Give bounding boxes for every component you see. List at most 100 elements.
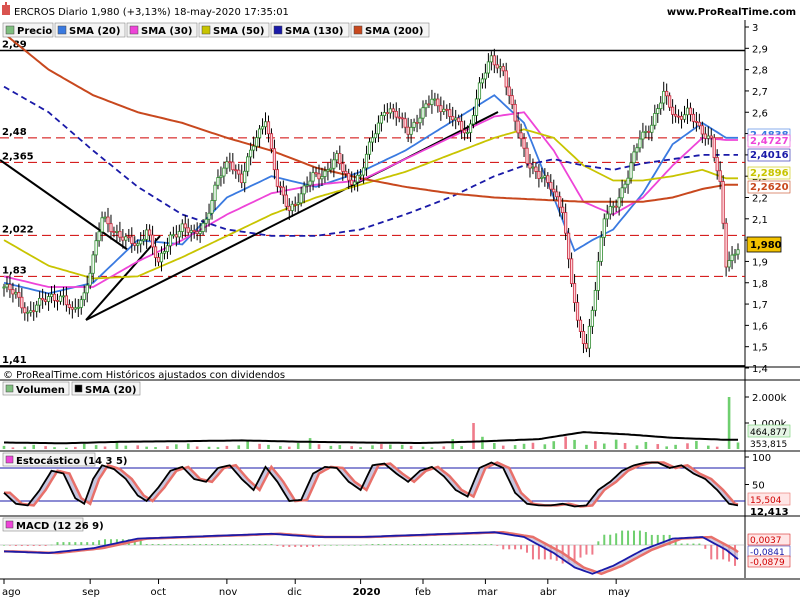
legend-item[interactable]	[126, 22, 198, 38]
candle-body	[281, 186, 285, 196]
volume-bar	[522, 443, 526, 449]
legend-item[interactable]	[198, 22, 270, 38]
volume-bar	[154, 447, 157, 449]
volume-bar	[665, 446, 668, 449]
candle-body	[11, 289, 15, 295]
macd-hist-bar	[430, 544, 433, 545]
candle-body	[403, 118, 407, 128]
macd-hist-bar	[377, 544, 380, 545]
stoch-legend-item[interactable]	[2, 452, 96, 467]
macd-hist-bar	[502, 545, 505, 550]
macd-hist-bar	[567, 545, 570, 564]
date-axis: ago sep oct nov dic 2020 feb mar abr may	[2, 579, 630, 598]
candle-body	[721, 181, 725, 224]
candle-body	[73, 307, 77, 310]
volume-bar	[44, 446, 47, 449]
macd-hist-bar	[728, 545, 731, 562]
stoch-d-box	[747, 492, 791, 506]
candle-body	[260, 126, 265, 130]
stoch-tick-label: 100	[752, 453, 771, 464]
candle-body	[338, 153, 342, 165]
volume-legend-item[interactable]	[2, 381, 70, 396]
trendline-up-short[interactable]	[85, 235, 161, 321]
trendline-down[interactable]	[0, 159, 129, 251]
header: ERCROS Diario 1,980 (+3,13%) 18-may-2020…	[2, 2, 796, 18]
candle-body	[608, 206, 612, 215]
macd-legend-item[interactable]	[2, 517, 84, 532]
macd-hist-bar	[80, 542, 83, 545]
candle-body	[171, 234, 175, 237]
candle-body	[572, 283, 577, 303]
candle-body	[519, 132, 523, 140]
candle-body	[168, 234, 173, 247]
macd-hist-bar	[419, 544, 422, 545]
volume-bar	[614, 439, 618, 449]
legend-item[interactable]	[54, 22, 126, 38]
macd-hist-bar	[395, 544, 398, 545]
macd-hist-bar	[603, 534, 606, 545]
y-tick-label: 2,2	[752, 194, 768, 205]
stoch-tick-label: 50	[752, 481, 765, 492]
candle-body	[329, 167, 333, 171]
volume-sma-legend-item[interactable]	[71, 381, 141, 396]
volume-bar	[246, 440, 249, 449]
candle-body	[180, 223, 184, 232]
candle-body	[335, 153, 339, 161]
legend-item[interactable]	[350, 22, 430, 38]
candle-body	[501, 66, 505, 72]
macd-hist-bar	[597, 541, 600, 545]
candle-body	[534, 166, 538, 172]
macd-hist-bar	[543, 545, 546, 560]
volume-bar	[53, 447, 56, 449]
legend-item[interactable]	[270, 22, 350, 38]
legend-swatch	[57, 25, 67, 35]
candle-body	[474, 98, 479, 116]
copyright: © ProRealTime.com Históricos ajustados c…	[3, 369, 285, 381]
candle-body	[424, 103, 428, 109]
macd-hist-bar	[145, 544, 148, 545]
volume-bar	[82, 443, 86, 449]
candle-body	[88, 272, 92, 286]
macd-hist-bar	[680, 543, 683, 545]
candle-body	[676, 115, 681, 118]
volume-bar	[175, 444, 178, 449]
candle-body	[100, 217, 104, 233]
sma-line-0	[3, 94, 738, 295]
y-tick-label: 1,5	[752, 343, 768, 354]
volume-sma-swatch	[74, 384, 83, 393]
candle-body	[727, 260, 731, 268]
macd-hist-bar	[222, 544, 225, 545]
volume-bar	[11, 447, 15, 449]
macd-hist-bar	[109, 539, 112, 545]
candle-body	[415, 121, 419, 124]
volume-bar	[715, 446, 719, 449]
last-value-box	[747, 148, 791, 162]
macd-hist-bar	[710, 545, 713, 560]
candle-body	[421, 107, 425, 119]
website-label[interactable]: www.ProRealTime.com	[667, 7, 796, 18]
macd-hist-bar	[32, 545, 35, 546]
volume-bar	[207, 446, 211, 449]
candle-body	[682, 114, 687, 120]
volume-bar	[442, 446, 446, 449]
candle-body	[115, 230, 119, 233]
volume-bar	[706, 445, 710, 449]
macd-hist-bar	[50, 544, 53, 546]
date-label-feb: feb	[415, 587, 431, 598]
last-price-text: 1,980	[750, 240, 782, 251]
legend-swatch	[201, 25, 211, 35]
volume-bar	[258, 443, 261, 449]
volume-last-box	[747, 424, 791, 438]
candle-body	[254, 137, 259, 147]
macd-hist-bar	[323, 545, 326, 546]
macd-hist-bar	[216, 544, 219, 545]
candle-body	[427, 103, 431, 106]
header-icon	[2, 5, 10, 15]
candle-body	[177, 231, 181, 238]
macd-hist-bar	[644, 532, 647, 545]
legend-item[interactable]	[2, 22, 54, 38]
macd-hist-bar	[199, 544, 202, 545]
macd-hist-bar	[579, 545, 582, 558]
candle-body	[662, 90, 666, 104]
